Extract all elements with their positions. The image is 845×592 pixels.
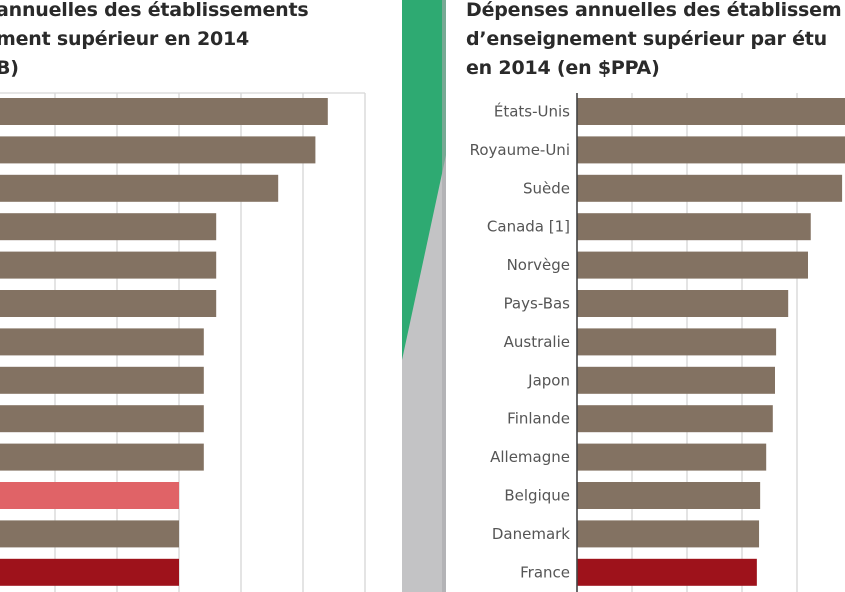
right-category-label-8: Finlande	[507, 410, 570, 428]
divider-shadow	[442, 0, 446, 592]
right-category-label-0: États-Unis	[494, 102, 570, 121]
right-title-line-3: en 2014 (en $PPA)	[466, 57, 660, 79]
left-bar-2	[0, 174, 279, 202]
left-bar-10	[0, 482, 179, 509]
left-bar-5	[0, 290, 217, 317]
right-category-label-9: Allemagne	[490, 448, 570, 466]
section-divider	[402, 0, 446, 592]
right-bar-0	[577, 98, 845, 125]
right-bar-4	[577, 251, 808, 279]
right-bar-7	[577, 366, 775, 394]
divider-green-wedge	[402, 0, 446, 360]
left-bar-0	[0, 98, 328, 125]
right-bar-12	[577, 558, 757, 586]
right-category-label-4: Norvège	[507, 256, 570, 274]
right-bar-3	[577, 213, 811, 241]
right-bar-5	[577, 290, 789, 317]
right-category-label-5: Pays-Bas	[504, 295, 571, 313]
left-bar-7	[0, 366, 204, 394]
left-bar-9	[0, 443, 204, 471]
left-bar-3	[0, 213, 217, 241]
right-category-label-12: France	[520, 563, 570, 581]
left-bar-8	[0, 405, 204, 433]
right-bar-2	[577, 174, 843, 202]
right-bar-11	[577, 520, 760, 548]
right-bar-1	[577, 136, 845, 164]
right-title-line-2: d’enseignement supérieur par étu	[466, 28, 827, 50]
right-title-line-1: Dépenses annuelles des établissem	[466, 0, 842, 21]
left-title-line-2: ment supérieur en 2014	[0, 28, 250, 50]
left-bar-12	[0, 558, 179, 586]
right-chart-title: Dépenses annuelles des établissem d’ense…	[466, 0, 842, 83]
left-title-line-3: B)	[0, 57, 19, 79]
right-category-label-7: Japon	[527, 371, 570, 389]
left-bar-11	[0, 520, 179, 548]
left-bar-4	[0, 251, 217, 279]
left-bar-1	[0, 136, 316, 164]
right-bar-10	[577, 482, 761, 509]
right-bar-6	[577, 328, 777, 356]
right-category-label-10: Belgique	[504, 487, 570, 505]
left-bar-6	[0, 328, 204, 356]
right-category-label-1: Royaume-Uni	[470, 141, 570, 159]
left-title-line-1: annuelles des établissements	[0, 0, 309, 21]
right-category-label-11: Danemark	[492, 525, 570, 543]
right-category-label-3: Canada [1]	[487, 218, 570, 236]
right-bar-8	[577, 405, 773, 433]
right-category-label-2: Suède	[523, 179, 570, 197]
left-chart-title: annuelles des établissements ment supéri…	[0, 0, 309, 83]
right-category-label-6: Australie	[504, 333, 570, 351]
right-bar-9	[577, 443, 767, 471]
